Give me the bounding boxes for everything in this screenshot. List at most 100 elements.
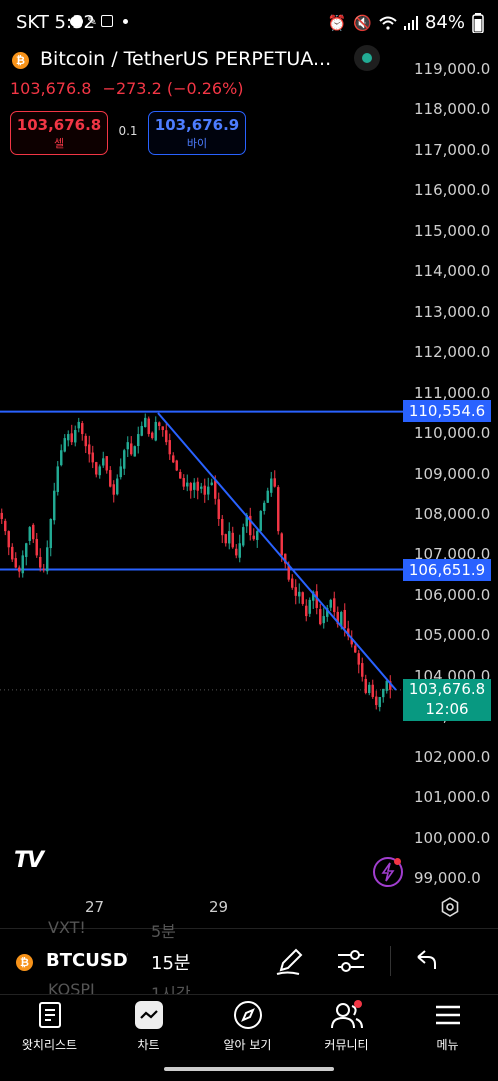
candle-body bbox=[4, 520, 7, 532]
price-axis-tick: 105,000.0 bbox=[414, 626, 491, 645]
interval-selector[interactable]: 15분 bbox=[151, 953, 191, 974]
time-tick-29: 29 bbox=[209, 898, 229, 916]
chart-settings-icon[interactable] bbox=[440, 897, 460, 917]
nav-explore-label: 알아 보기 bbox=[223, 1038, 272, 1052]
price-axis-tick: 118,000.0 bbox=[414, 100, 491, 119]
buy-label: 바이 bbox=[186, 137, 208, 150]
price-axis-tick: 111,000.0 bbox=[414, 383, 491, 402]
candle-body bbox=[60, 450, 63, 466]
candle-body bbox=[284, 553, 287, 564]
price-axis-tick: 114,000.0 bbox=[414, 262, 491, 281]
candle-body bbox=[154, 421, 157, 441]
symbol-title[interactable]: Bitcoin / TetherUS PERPETUA... bbox=[40, 48, 332, 70]
candle-body bbox=[189, 482, 192, 491]
candle-body bbox=[347, 628, 350, 637]
candle-body bbox=[11, 546, 14, 560]
flash-icon[interactable] bbox=[373, 857, 403, 887]
candle-body bbox=[322, 616, 325, 624]
bitcoin-icon: ₿ bbox=[16, 954, 33, 971]
candle-body bbox=[326, 607, 329, 617]
current-price-value: 103,676.8 bbox=[408, 680, 486, 698]
talk-icon bbox=[70, 15, 83, 27]
candle-body bbox=[228, 531, 231, 544]
candle-body bbox=[151, 432, 154, 439]
watchlist-icon bbox=[38, 1002, 61, 1028]
candle-body bbox=[200, 486, 203, 489]
candle-body bbox=[368, 684, 371, 694]
battery-icon bbox=[472, 12, 484, 33]
nav-community[interactable]: 커뮤니티 bbox=[297, 1000, 396, 1053]
candle-body bbox=[88, 444, 91, 455]
nav-chart[interactable]: 차트 bbox=[99, 1000, 198, 1053]
candle-body bbox=[203, 485, 206, 495]
candle-body bbox=[144, 417, 147, 428]
candle-body bbox=[140, 425, 143, 436]
candle-body bbox=[70, 433, 73, 443]
candle-body bbox=[116, 478, 119, 495]
candle-body bbox=[245, 514, 248, 527]
symbol-selector[interactable]: BTCUSDT bbox=[46, 950, 128, 971]
sell-label: 셀 bbox=[53, 137, 65, 150]
buy-button[interactable]: 103,676.9 바이 bbox=[148, 111, 246, 155]
candle-body bbox=[46, 547, 49, 572]
nav-watchlist-label: 왓치리스트 bbox=[21, 1038, 78, 1052]
bar-countdown: 12:06 bbox=[425, 700, 469, 718]
candle-body bbox=[364, 678, 367, 693]
candle-body bbox=[133, 446, 136, 457]
candle-body bbox=[91, 452, 94, 463]
candle-body bbox=[175, 460, 178, 471]
candle-body bbox=[32, 524, 35, 540]
mute-icon: 🔇 bbox=[353, 13, 372, 32]
candle-body bbox=[14, 558, 17, 568]
candle-body bbox=[49, 518, 52, 549]
candle-body bbox=[193, 482, 196, 490]
indicators-sliders-icon[interactable] bbox=[334, 944, 368, 978]
nav-community-label: 커뮤니티 bbox=[324, 1038, 369, 1052]
candle-body bbox=[42, 568, 45, 570]
candle-body bbox=[67, 434, 70, 441]
candlestick-chart[interactable] bbox=[0, 40, 498, 930]
price-axis-tick: 99,000.0 bbox=[414, 869, 481, 887]
current-price-tag: 103,676.8 12:06 bbox=[403, 679, 491, 721]
drawing-tool-pen-icon[interactable] bbox=[273, 944, 307, 978]
price-axis-tick: 102,000.0 bbox=[414, 747, 491, 766]
nav-watchlist[interactable]: 왓치리스트 bbox=[0, 1000, 99, 1053]
candle-body bbox=[123, 450, 126, 469]
candle-body bbox=[81, 423, 84, 435]
candle-body bbox=[329, 599, 332, 608]
last-price: 103,676.8 bbox=[10, 79, 92, 98]
candle-body bbox=[109, 470, 112, 487]
nav-explore[interactable]: 알아 보기 bbox=[198, 1000, 297, 1053]
status-bar: SKT 5:32 ✎ ⏰ 🔇 84% bbox=[0, 0, 498, 44]
candle-body bbox=[319, 609, 322, 625]
candle-body bbox=[0, 512, 3, 519]
pen-icon: ✎ bbox=[87, 14, 98, 28]
notification-dot-icon bbox=[123, 18, 129, 24]
price-axis-tick: 112,000.0 bbox=[414, 343, 491, 362]
candle-body bbox=[312, 591, 315, 601]
candle-body bbox=[224, 534, 227, 544]
candle-body bbox=[74, 430, 77, 443]
tradingview-logo-icon: TV bbox=[14, 848, 44, 873]
candle-body bbox=[56, 466, 59, 492]
spread-value: 0.1 bbox=[118, 124, 138, 138]
price-axis-tick: 113,000.0 bbox=[414, 302, 491, 321]
candle-body bbox=[95, 462, 98, 475]
candle-body bbox=[298, 591, 301, 597]
candle-body bbox=[371, 684, 374, 697]
nav-menu[interactable]: 메뉴 bbox=[398, 1000, 497, 1053]
candle-body bbox=[263, 502, 266, 511]
candle-body bbox=[165, 430, 168, 443]
candle-body bbox=[25, 543, 28, 557]
price-axis-tick: 100,000.0 bbox=[414, 828, 491, 847]
candle-body bbox=[147, 418, 150, 435]
candle-body bbox=[179, 471, 182, 479]
candle-body bbox=[259, 510, 262, 531]
candle-body bbox=[266, 490, 269, 503]
candle-body bbox=[130, 443, 133, 455]
candle-body bbox=[161, 426, 164, 431]
undo-icon[interactable] bbox=[408, 944, 442, 978]
sell-button[interactable]: 103,676.8 셀 bbox=[10, 111, 108, 155]
candle-body bbox=[112, 484, 115, 495]
candle-body bbox=[389, 681, 392, 690]
